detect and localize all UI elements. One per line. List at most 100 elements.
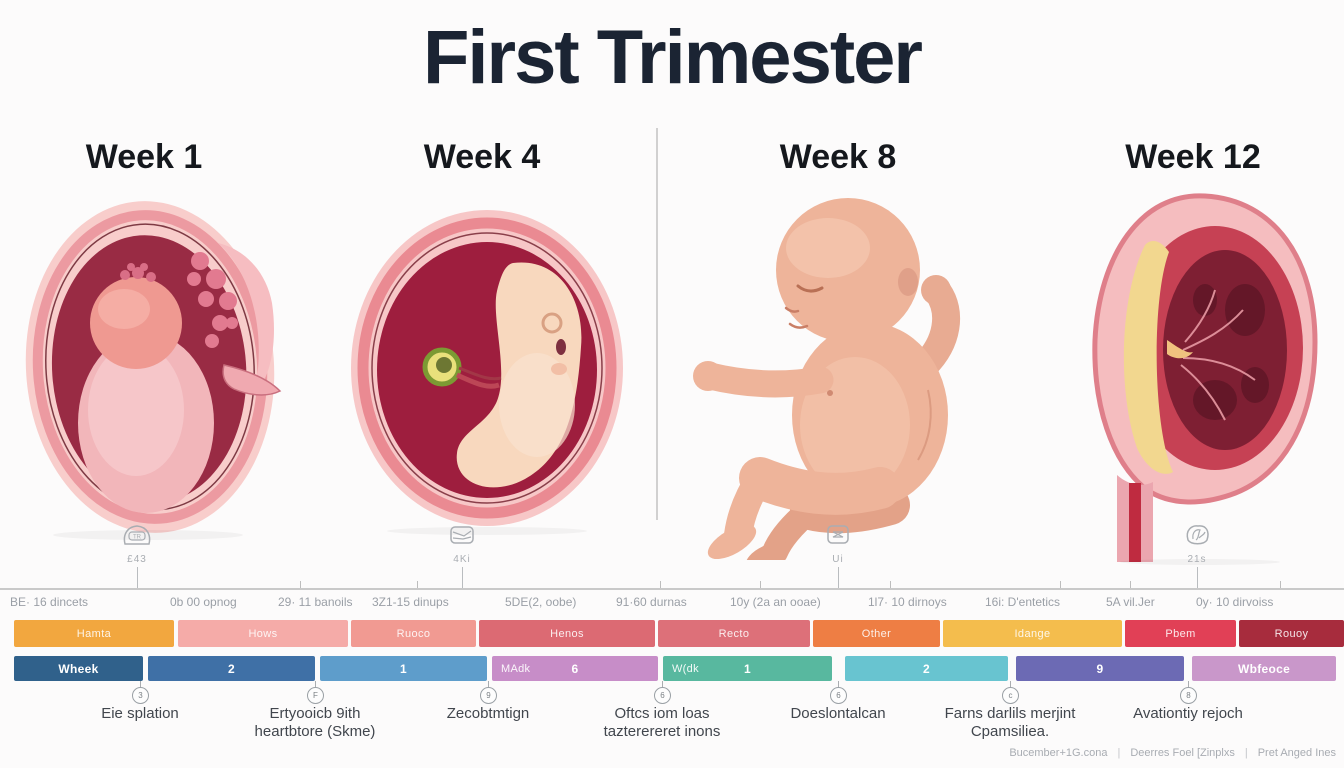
connector-line	[838, 567, 839, 588]
week-segment: MAdk 6	[492, 656, 658, 681]
milestone-line: Doeslontalcan	[790, 705, 886, 722]
phase-segment: Hamta	[14, 620, 174, 647]
chest-dot	[827, 390, 833, 396]
mail-icon	[450, 526, 474, 544]
week-segment: W(dk 1	[663, 656, 832, 681]
measurement-label: 29· 11 banoils	[278, 595, 353, 609]
milestone-label: Doeslontalcan	[733, 705, 943, 723]
phase-segment: Recto	[658, 620, 810, 647]
milestone-line: heartbtore (Skme)	[254, 723, 376, 741]
week-8-header: Week 8	[779, 138, 897, 176]
week-12-header: Week 12	[1125, 138, 1261, 176]
milestone-line: Oftcs iom loas	[614, 705, 710, 722]
stage-icon-week8: Ui	[793, 522, 883, 565]
ruler-tick	[760, 581, 761, 588]
connector-line	[137, 567, 138, 588]
week-segment-prefix: W(dk	[672, 662, 699, 675]
uterine-lining-layer	[1123, 240, 1173, 474]
week1-gestational-sac-illustration	[25, 201, 282, 540]
phase-segment: Other	[813, 620, 940, 647]
phase-segment: Ruoco	[351, 620, 476, 647]
milestone-connector	[662, 681, 663, 688]
connector-line	[1197, 567, 1198, 588]
measurement-label: 5DE(2, oobe)	[505, 595, 577, 609]
ruler-tick	[1130, 581, 1131, 588]
ruler-tick	[660, 581, 661, 588]
villi-frills	[120, 263, 156, 282]
stage-icon-label: £43	[127, 554, 147, 565]
stage-icon-label: Ui	[832, 554, 844, 565]
fetus-foot	[707, 524, 757, 560]
milestone-connector	[140, 681, 141, 688]
milestone-marker: c	[1002, 687, 1019, 704]
measurement-label: 0b 00 opnog	[170, 595, 237, 609]
svg-text:TR: TR	[133, 535, 142, 541]
milestone-connector	[1010, 681, 1011, 688]
week-segment: 2	[148, 656, 315, 681]
milestone-label: Ertyooicb 9ith heartbtore (Skme)	[210, 705, 420, 742]
measurement-label: 5A vil.Jer	[1106, 595, 1155, 609]
week8-fetus-illustration	[693, 198, 961, 560]
ruler-tick	[1280, 581, 1281, 588]
ruler-tick	[417, 581, 418, 588]
timeline-ruler	[0, 588, 1344, 590]
milestone-line: Eie splation	[101, 705, 179, 722]
milestone-label: Zecobtmtign	[383, 705, 593, 723]
week12-uterus-illustration	[1092, 193, 1318, 565]
milestone-label: Eie splation	[35, 705, 245, 723]
phase-segment: Henos	[479, 620, 655, 647]
stage-icon-week12: 21s	[1152, 522, 1242, 565]
phase-segment: Idange	[943, 620, 1122, 647]
leaf-icon	[1186, 525, 1209, 545]
fallopian-tube	[222, 364, 282, 396]
week-segment: 2	[845, 656, 1008, 681]
ruler-tick	[300, 581, 301, 588]
stage-icon-week4: 4Ki	[417, 522, 507, 565]
week-4-header: Week 4	[423, 138, 541, 176]
week-segment: 1	[320, 656, 487, 681]
ruler-tick	[1060, 581, 1061, 588]
measurement-label: 10y (2a an ooae)	[730, 595, 821, 609]
embryo-eye	[556, 339, 566, 355]
milestone-marker: 9	[480, 687, 497, 704]
closed-eye	[796, 284, 824, 293]
vascular-streaks	[1180, 289, 1256, 421]
week-segment-prefix: MAdk	[501, 662, 531, 675]
measurement-label: 1l7· 10 dirnoys	[868, 595, 947, 609]
week4-embryo-illustration	[351, 210, 623, 535]
milestone-connector	[488, 681, 489, 688]
vertical-divider	[656, 128, 658, 520]
milestone-connector	[838, 681, 839, 688]
footer-separator: |	[1244, 747, 1248, 759]
milestone-label: Farns darlils merjint Cpamsiliea.	[905, 705, 1115, 742]
stage-icon-label: 4Ki	[453, 554, 471, 565]
milestone-line: Ertyooicb 9ith	[269, 705, 361, 722]
week-segment: Wheek	[14, 656, 143, 681]
ruler-tick	[890, 581, 891, 588]
milestone-marker: 6	[654, 687, 671, 704]
milestone-label: Oftcs iom loas tazterereret inons	[557, 705, 767, 742]
phase-segment: Rouoy	[1239, 620, 1344, 647]
stage-icon-week1: TR £43	[92, 522, 182, 565]
phase-segment: Pbem	[1125, 620, 1236, 647]
week-1-header: Week 1	[85, 138, 203, 176]
video-icon	[827, 525, 849, 544]
measurement-label: 16i: D'entetics	[985, 595, 1060, 609]
footer-item: Pret Anged Ines	[1257, 747, 1336, 759]
milestone-marker: F	[307, 687, 324, 704]
milestone-marker: 8	[1180, 687, 1197, 704]
week-segment: Wbfeoce	[1192, 656, 1336, 681]
measurement-label: 0y· 10 dirvoiss	[1196, 595, 1274, 609]
week-segment-value: 6	[571, 661, 579, 676]
milestone-line: Avationtiy rejoch	[1133, 705, 1243, 722]
milestone-connector	[1188, 681, 1189, 688]
embryo-ear	[541, 312, 563, 334]
umbilical-cord	[455, 372, 500, 389]
connector-line	[462, 567, 463, 588]
milestone-line: Cpamsiliea.	[970, 723, 1050, 741]
footer-credits: Bucember+1G.cona | Deerres Foel [Zinplxs…	[1009, 747, 1336, 759]
stage-icon-label: 21s	[1187, 554, 1207, 565]
week-segment: 9	[1016, 656, 1184, 681]
milestone-connector	[315, 681, 316, 688]
phase-segment: Hows	[178, 620, 348, 647]
